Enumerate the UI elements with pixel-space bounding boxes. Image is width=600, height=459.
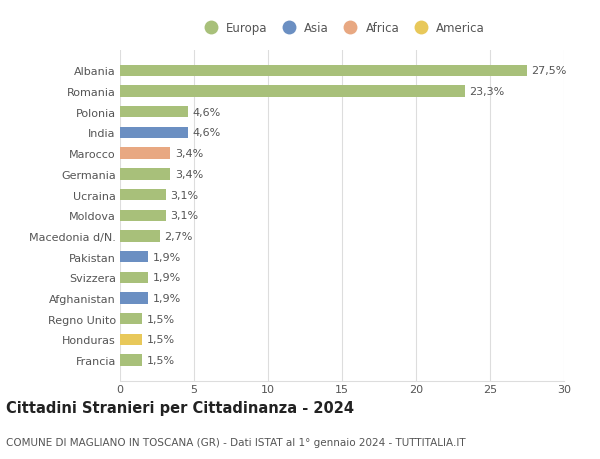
Bar: [120, 107, 188, 118]
Bar: [120, 334, 142, 345]
Bar: [120, 66, 527, 77]
Text: Cittadini Stranieri per Cittadinanza - 2024: Cittadini Stranieri per Cittadinanza - 2…: [6, 400, 354, 415]
Text: 1,9%: 1,9%: [152, 293, 181, 303]
Text: 1,9%: 1,9%: [152, 252, 181, 262]
Text: COMUNE DI MAGLIANO IN TOSCANA (GR) - Dati ISTAT al 1° gennaio 2024 - TUTTITALIA.: COMUNE DI MAGLIANO IN TOSCANA (GR) - Dat…: [6, 437, 466, 448]
Text: 3,1%: 3,1%: [170, 211, 199, 221]
Bar: [120, 313, 142, 325]
Bar: [120, 293, 148, 304]
Bar: [120, 148, 170, 159]
Text: 1,9%: 1,9%: [152, 273, 181, 283]
Bar: [120, 86, 465, 97]
Bar: [120, 190, 166, 201]
Bar: [120, 231, 160, 242]
Text: 4,6%: 4,6%: [193, 107, 221, 118]
Text: 1,5%: 1,5%: [146, 335, 175, 345]
Legend: Europa, Asia, Africa, America: Europa, Asia, Africa, America: [197, 20, 487, 38]
Text: 1,5%: 1,5%: [146, 355, 175, 365]
Text: 23,3%: 23,3%: [469, 87, 505, 97]
Text: 4,6%: 4,6%: [193, 128, 221, 138]
Text: 27,5%: 27,5%: [532, 66, 567, 76]
Text: 2,7%: 2,7%: [164, 231, 193, 241]
Text: 3,1%: 3,1%: [170, 190, 199, 200]
Text: 3,4%: 3,4%: [175, 169, 203, 179]
Bar: [120, 128, 188, 139]
Bar: [120, 272, 148, 283]
Text: 3,4%: 3,4%: [175, 149, 203, 159]
Bar: [120, 169, 170, 180]
Text: 1,5%: 1,5%: [146, 314, 175, 324]
Bar: [120, 210, 166, 221]
Bar: [120, 355, 142, 366]
Bar: [120, 252, 148, 263]
